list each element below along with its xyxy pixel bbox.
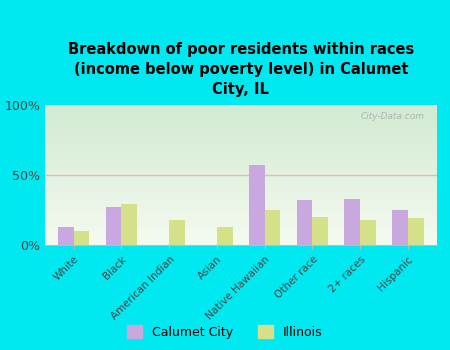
Bar — [408, 218, 423, 245]
Text: City-Data.com: City-Data.com — [361, 112, 425, 121]
Bar — [265, 210, 280, 245]
Bar — [297, 200, 312, 245]
Bar — [392, 210, 408, 245]
Legend: Calumet City, Illinois: Calumet City, Illinois — [122, 320, 328, 344]
Bar — [122, 204, 137, 245]
Bar — [106, 207, 122, 245]
Bar — [249, 165, 265, 245]
Bar — [74, 231, 90, 245]
Bar — [169, 220, 185, 245]
Bar — [312, 217, 328, 245]
Title: Breakdown of poor residents within races
(income below poverty level) in Calumet: Breakdown of poor residents within races… — [68, 42, 414, 97]
Bar — [360, 220, 376, 245]
Bar — [344, 199, 360, 245]
Bar — [217, 227, 233, 245]
Bar — [58, 227, 74, 245]
